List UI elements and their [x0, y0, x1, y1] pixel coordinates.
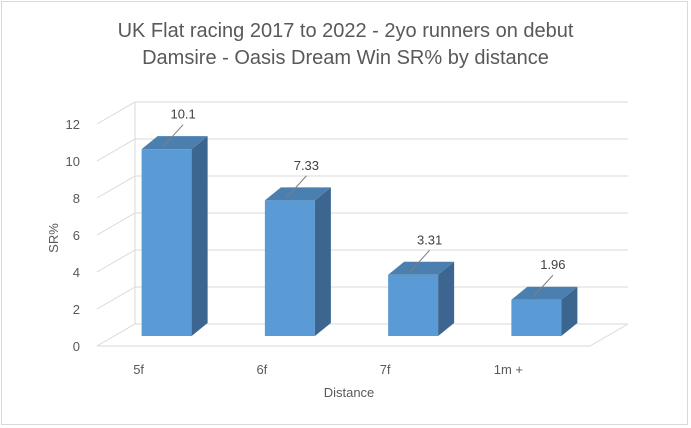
- bar-side: [314, 187, 331, 336]
- gridline-side: [96, 212, 136, 236]
- data-label-leader: [409, 249, 430, 273]
- y-tick-label: 8: [73, 191, 80, 206]
- bar-top: [511, 286, 578, 300]
- chart-title: UK Flat racing 2017 to 2022 - 2yo runner…: [117, 20, 574, 42]
- y-tick-label: 4: [73, 265, 80, 280]
- x-tick-label: 5f: [133, 362, 144, 377]
- data-label-leader: [532, 274, 554, 298]
- y-axis-title: SR%: [46, 223, 61, 253]
- gridline-side: [96, 323, 136, 347]
- y-tick-label: 2: [73, 302, 80, 317]
- floor-right-edge: [589, 323, 629, 347]
- bar-side: [191, 136, 208, 336]
- gridline-side: [96, 101, 136, 125]
- y-tick-label: 12: [66, 117, 80, 132]
- bar-top: [264, 187, 331, 201]
- y-tick-label: 6: [73, 228, 80, 243]
- bar-front: [388, 274, 439, 336]
- data-label: 1.96: [540, 257, 565, 272]
- bar-side: [438, 261, 455, 336]
- y-tick-label: 0: [73, 339, 80, 354]
- gridline-side: [96, 286, 136, 310]
- bar-front: [511, 299, 562, 336]
- gridline-side: [96, 138, 136, 162]
- x-tick-label: 7f: [380, 362, 391, 377]
- bar-top: [388, 261, 455, 275]
- bar-front: [264, 200, 315, 336]
- chart-subtitle: Damsire - Oasis Dream Win SR% by distanc…: [142, 47, 549, 69]
- x-axis-title: Distance: [324, 385, 375, 400]
- data-label: 10.1: [170, 107, 195, 122]
- gridline-side: [96, 249, 136, 273]
- gridline-side: [96, 175, 136, 199]
- bar-side: [561, 286, 578, 336]
- bar-top: [141, 136, 208, 150]
- y-tick-label: 10: [66, 154, 80, 169]
- bar-front: [141, 149, 192, 336]
- data-label-leader: [286, 175, 307, 199]
- data-label: 7.33: [294, 158, 319, 173]
- data-label: 3.31: [417, 232, 442, 247]
- data-label-leader: [162, 124, 184, 147]
- x-tick-label: 1m +: [494, 362, 523, 377]
- x-tick-label: 6f: [256, 362, 267, 377]
